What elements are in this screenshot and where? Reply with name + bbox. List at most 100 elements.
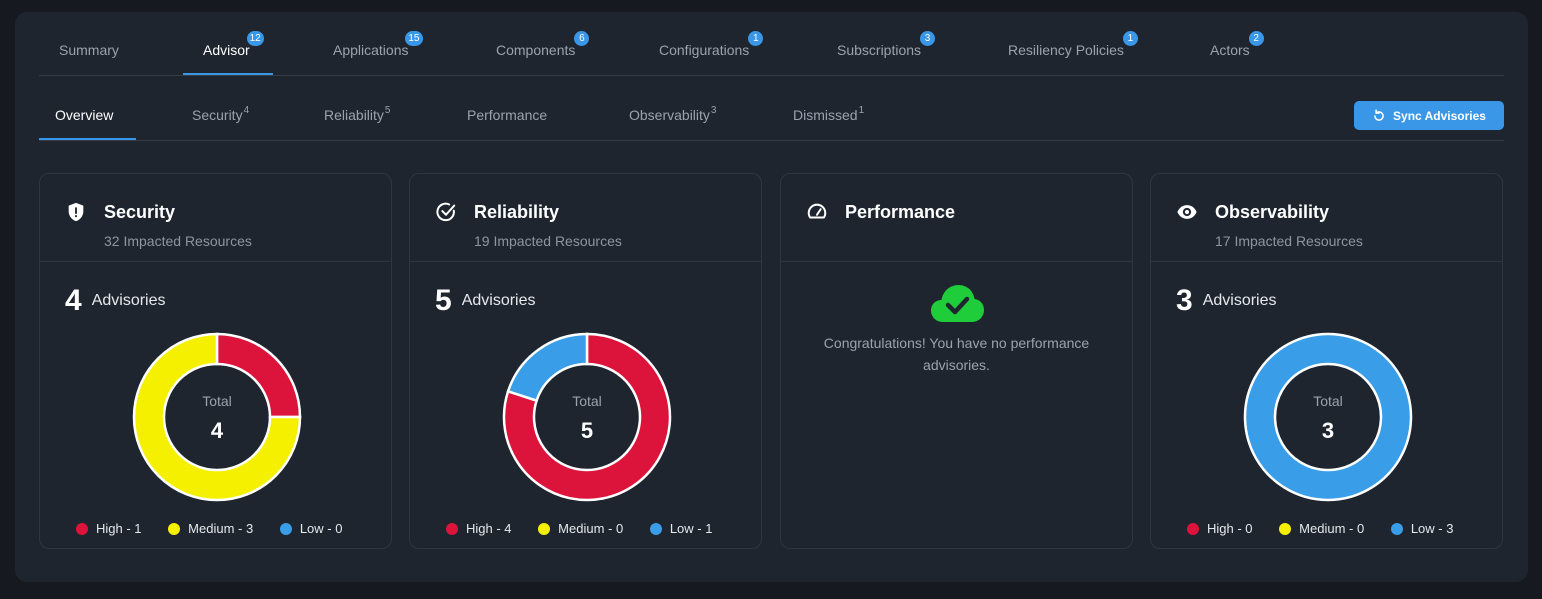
subtab-label: Security xyxy=(192,107,243,123)
tab-label: Advisor xyxy=(203,42,250,58)
impacted-resources: 32 Impacted Resources xyxy=(104,233,252,249)
subtab-count: 1 xyxy=(858,105,865,116)
legend-dot xyxy=(279,522,292,535)
tab-summary[interactable]: Summary xyxy=(59,42,119,58)
advisories-number: 4 xyxy=(65,284,82,317)
subtab-label: Overview xyxy=(55,107,114,123)
subtab-reliability[interactable]: Reliability5 xyxy=(324,105,391,123)
subtab-label: Reliability xyxy=(324,107,384,123)
subtab-observability[interactable]: Observability3 xyxy=(629,105,717,123)
main-tabs: Summary Advisor 12 Applications 15 Compone… xyxy=(39,12,1504,76)
legend-dot xyxy=(538,522,551,535)
legend-high: High - 0 xyxy=(1187,521,1253,536)
tab-label: Resiliency Policies xyxy=(1008,42,1124,58)
tab-actors[interactable]: Actors 2 xyxy=(1210,31,1264,58)
legend-label: Medium - 0 xyxy=(1299,521,1365,536)
check-circle-icon xyxy=(436,202,456,222)
active-tab-indicator xyxy=(183,73,273,75)
donut-svg xyxy=(502,332,672,502)
legend-low: Low - 1 xyxy=(649,521,713,536)
tab-applications[interactable]: Applications 15 xyxy=(333,31,423,58)
eye-icon xyxy=(1177,205,1197,219)
security-card: Security 32 Impacted Resources 4 Advisori… xyxy=(39,173,392,549)
tab-badge: 3 xyxy=(920,31,936,46)
donut-svg xyxy=(1243,332,1413,502)
legend-label: Low - 1 xyxy=(669,521,713,536)
subtab-dismissed[interactable]: Dismissed1 xyxy=(793,105,865,123)
subtab-count: 5 xyxy=(384,105,391,116)
tab-badge: 1 xyxy=(1122,31,1138,46)
legend-medium: Medium - 3 xyxy=(168,521,253,536)
advisor-subtabs: Overview Security4 Reliability5 Performa… xyxy=(39,76,1504,141)
subtab-security[interactable]: Security4 xyxy=(192,105,249,123)
legend-dot xyxy=(1187,522,1199,535)
app-panel: Summary Advisor 12 Applications 15 Compone… xyxy=(15,12,1528,582)
tab-label: Subscriptions xyxy=(837,42,922,58)
legend-dot xyxy=(446,522,458,535)
chart-legend: High - 4 Medium - 0 Low - 1 xyxy=(446,521,735,538)
donut-slice-high[interactable] xyxy=(502,332,672,502)
legend-dot xyxy=(1390,522,1403,535)
card-title: Reliability xyxy=(474,202,560,222)
tab-resiliency-policies[interactable]: Resiliency Policies 1 xyxy=(1008,31,1138,58)
legend-dot xyxy=(76,522,88,535)
donut-total-value: 4 xyxy=(210,418,224,443)
observability-donut-chart: Total 3 xyxy=(1243,332,1413,502)
chart-legend: High - 1 Medium - 3 Low - 0 xyxy=(76,521,365,538)
tab-badge: 2 xyxy=(1248,31,1264,46)
donut-slice-low[interactable] xyxy=(1243,332,1413,502)
security-donut-chart: Total 4 xyxy=(132,332,302,502)
cloud-check-icon xyxy=(931,285,984,322)
subtab-performance[interactable]: Performance xyxy=(467,107,547,123)
no-advisories-message: Congratulations! You have no performance… xyxy=(823,335,1090,373)
tab-badge: 15 xyxy=(405,31,423,46)
card-header: Observability 17 Impacted Resources xyxy=(1151,174,1502,262)
tab-advisor[interactable]: Advisor 12 xyxy=(203,31,264,58)
card-title: Security xyxy=(104,202,176,222)
donut-slice-medium[interactable] xyxy=(132,332,302,502)
advisories-number: 5 xyxy=(435,284,452,317)
legend-dot xyxy=(1279,522,1292,535)
impacted-resources: 17 Impacted Resources xyxy=(1215,233,1363,249)
legend-label: Medium - 0 xyxy=(558,521,624,536)
refresh-icon xyxy=(1374,108,1384,121)
reliability-card: Reliability 19 Impacted Resources 5 Advis… xyxy=(409,173,762,549)
legend-label: High - 0 xyxy=(1207,521,1253,536)
gauge-icon xyxy=(807,203,827,219)
donut-slice-low[interactable] xyxy=(506,332,589,403)
legend-high: High - 1 xyxy=(76,521,142,536)
legend-label: High - 4 xyxy=(466,521,512,536)
legend-label: Medium - 3 xyxy=(188,521,254,536)
tab-label: Summary xyxy=(59,42,119,58)
tab-components[interactable]: Components 6 xyxy=(496,31,590,58)
sync-advisories-button[interactable]: Sync Advisories xyxy=(1354,101,1504,130)
legend-low: Low - 0 xyxy=(279,521,343,536)
tab-badge: 1 xyxy=(748,31,764,46)
advisories-count: 4 Advisories xyxy=(65,284,166,318)
observability-card: Observability 17 Impacted Resources 3 Adv… xyxy=(1150,173,1503,549)
subtab-label: Observability xyxy=(629,107,710,123)
shield-icon xyxy=(68,202,84,222)
active-subtab-indicator xyxy=(39,138,136,140)
subtab-overview[interactable]: Overview xyxy=(55,107,113,123)
advisories-label: Advisories xyxy=(1202,292,1277,309)
legend-label: Low - 0 xyxy=(299,521,343,536)
tab-badge: 6 xyxy=(574,31,590,46)
tab-badge: 12 xyxy=(246,31,264,46)
advisories-number: 3 xyxy=(1176,284,1193,317)
donut-total-label: Total xyxy=(1313,393,1343,409)
tab-label: Components xyxy=(496,42,576,58)
card-title: Observability xyxy=(1215,202,1330,222)
donut-total-value: 3 xyxy=(1321,418,1335,443)
tab-configurations[interactable]: Configurations 1 xyxy=(659,31,764,58)
tab-label: Configurations xyxy=(659,42,750,58)
subtab-count: 3 xyxy=(710,105,717,116)
impacted-resources: 19 Impacted Resources xyxy=(474,233,622,249)
legend-medium: Medium - 0 xyxy=(1279,521,1364,536)
tab-subscriptions[interactable]: Subscriptions 3 xyxy=(837,31,936,58)
performance-card: Performance Congratulations! You have no… xyxy=(780,173,1133,549)
legend-label: High - 1 xyxy=(96,521,142,536)
chart-legend: High - 0 Medium - 0 Low - 3 xyxy=(1187,521,1476,538)
donut-total-label: Total xyxy=(572,393,602,409)
legend-medium: Medium - 0 xyxy=(538,521,623,536)
